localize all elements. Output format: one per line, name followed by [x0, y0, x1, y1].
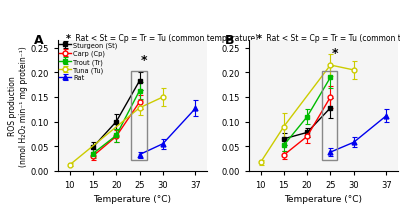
Text: *: *	[332, 46, 338, 59]
Text: *: *	[141, 54, 148, 67]
X-axis label: Temperature (°C): Temperature (°C)	[94, 194, 172, 203]
X-axis label: Temperature (°C): Temperature (°C)	[284, 194, 362, 203]
Y-axis label: ROS production
(nmol H₂O₂ min⁻¹ mg protein⁻¹): ROS production (nmol H₂O₂ min⁻¹ mg prote…	[8, 46, 28, 166]
Text: A: A	[34, 33, 44, 46]
Text: Rat < St = Cp = Tr = Tu (common temperature): Rat < St = Cp = Tr = Tu (common temperat…	[264, 33, 400, 42]
Legend: Sturgeon (St), Carp (Cp), Trout (Tr), Tuna (Tu), Rat: Sturgeon (St), Carp (Cp), Trout (Tr), Tu…	[59, 42, 118, 81]
Text: B: B	[225, 33, 234, 46]
Text: *: *	[256, 33, 261, 43]
Bar	[131, 72, 146, 160]
Text: *: *	[66, 33, 70, 43]
Bar	[322, 72, 338, 160]
Text: Rat < St = Cp = Tr = Tu (common temperature): Rat < St = Cp = Tr = Tu (common temperat…	[73, 33, 258, 42]
